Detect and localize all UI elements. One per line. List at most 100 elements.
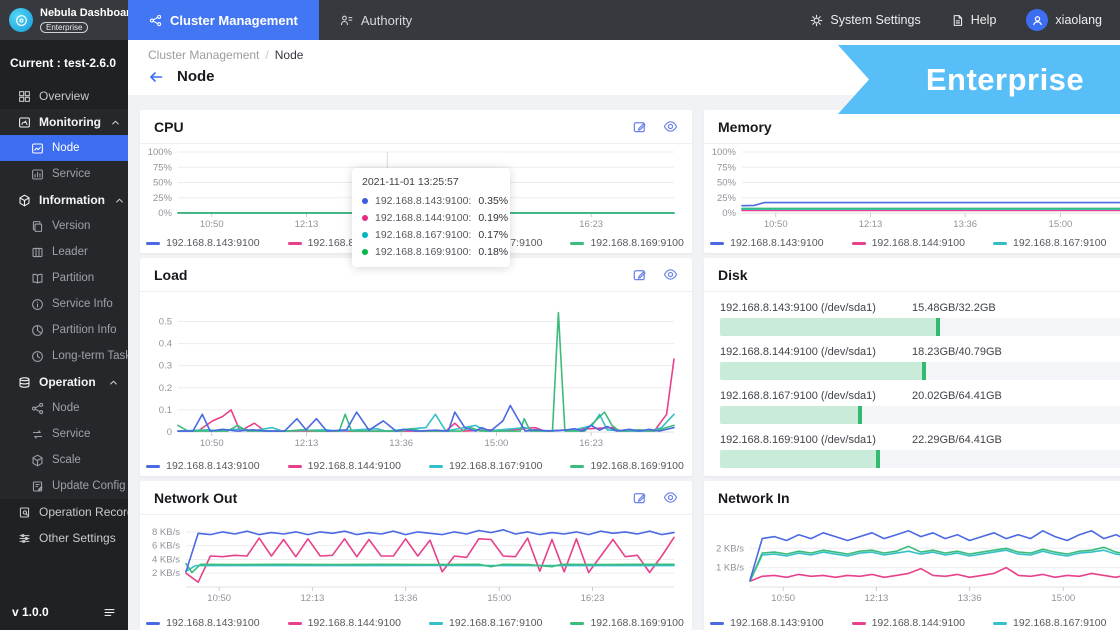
legend-dash-icon: [287, 621, 302, 625]
disk-row: 192.168.8.144:9100 (/dev/sda1) 18.23GB/40…: [720, 346, 1120, 380]
legend-dash-icon: [429, 621, 443, 625]
load-chart[interactable]: 0 0.1 0.2 0.3 0.4 0.5 10:50 12:13 13:36 15:00 16:2…: [146, 292, 684, 456]
legend-item[interactable]: 192.168.8.167:9100: [429, 460, 542, 472]
legend-item[interactable]: 192.168.8.143:9100: [146, 617, 260, 629]
legend-item[interactable]: 192.168.8.143:9100: [146, 237, 260, 249]
breadcrumb: Cluster Management / Node: [148, 48, 304, 62]
gear-icon: [811, 14, 823, 26]
user-menu[interactable]: xiaolang: [1026, 9, 1102, 31]
disk-row: 192.168.8.169:9100 (/dev/sda1) 22.29GB/64…: [720, 434, 1120, 468]
main-content: Enterprise Cluster Management / Node Node …: [128, 40, 1120, 630]
sidebar-item-other-settings[interactable]: Other Settings: [0, 525, 128, 551]
tooltip-row: 192.168.8.167:9100: 0.17%: [362, 226, 508, 243]
disk-host: 192.168.8.167:9100 (/dev/sda1): [720, 390, 876, 402]
memory-card-title: Memory: [718, 118, 772, 135]
network-out-card-actions: [632, 490, 678, 505]
sidebar-item-monitoring[interactable]: Monitoring: [0, 109, 128, 135]
disk-host: 192.168.8.144:9100 (/dev/sda1): [720, 346, 876, 358]
legend-dash-icon: [146, 621, 161, 625]
load-card-title: Load: [154, 266, 188, 283]
svg-text:0.4: 0.4: [159, 339, 172, 350]
brand-title: Nebula Dashboard: [40, 6, 138, 19]
sidebar-item-leader[interactable]: Leader: [0, 239, 128, 265]
sidebar-item-operation-record[interactable]: Operation Record: [0, 499, 128, 525]
svg-text:16:23: 16:23: [579, 219, 603, 230]
legend-dash-icon: [570, 241, 585, 245]
node-monitor-icon: [32, 143, 43, 153]
back-arrow-icon[interactable]: [148, 69, 164, 85]
sidebar-item-partition-info[interactable]: Partition Info: [0, 317, 128, 343]
legend-dash-icon: [146, 241, 161, 245]
svg-text:0.2: 0.2: [159, 383, 172, 394]
legend-item[interactable]: 192.168.8.169:9100: [570, 237, 684, 249]
sidebar-item-information[interactable]: Information: [0, 187, 128, 213]
sidebar-item-service[interactable]: Service: [0, 421, 128, 447]
legend-item[interactable]: 192.168.8.143:9100: [710, 237, 824, 249]
legend-dash-icon: [287, 241, 302, 245]
disk-host: 192.168.8.169:9100 (/dev/sda1): [720, 434, 876, 446]
disk-usage: 20.02GB/64.41GB: [911, 390, 1002, 402]
edit-chart-button[interactable]: [632, 267, 647, 282]
partition-icon: [32, 273, 43, 283]
sidebar-item-version[interactable]: Version: [0, 213, 128, 239]
view-chart-button[interactable]: [663, 267, 678, 282]
legend-item[interactable]: 192.168.8.167:9100: [993, 617, 1106, 629]
legend-item[interactable]: 192.168.8.167:9100: [429, 617, 542, 629]
eye-icon: [663, 121, 678, 132]
view-chart-button[interactable]: [663, 490, 678, 505]
svg-text:15:00: 15:00: [1049, 219, 1073, 230]
legend-dash-icon: [710, 241, 725, 245]
sidebar-menu: Overview Monitoring Node Service Information…: [0, 83, 128, 551]
disk-row: 192.168.8.167:9100 (/dev/sda1) 20.02GB/64…: [720, 390, 1120, 424]
edit-chart-button[interactable]: [632, 119, 647, 134]
sidebar-item-update-config[interactable]: Update Config: [0, 473, 128, 499]
legend-item[interactable]: 192.168.8.144:9100: [851, 617, 965, 629]
tab-cluster-management[interactable]: Cluster Management: [128, 0, 319, 40]
legend-dash-icon: [851, 621, 866, 625]
tab-authority[interactable]: Authority: [319, 0, 433, 40]
avatar: [1026, 9, 1049, 31]
legend-item[interactable]: 192.168.8.144:9100: [287, 617, 401, 629]
svg-text:10:50: 10:50: [207, 593, 231, 604]
legend-item[interactable]: 192.168.8.167:9100: [993, 237, 1106, 249]
chart-tooltip: 2021-11-01 13:25:57 192.168.8.143:9100: 0…: [352, 168, 510, 267]
help-label: Help: [970, 13, 997, 27]
svg-text:10:50: 10:50: [200, 438, 224, 449]
sidebar: Current : test-2.6.0 Overview Monitoring N…: [0, 40, 128, 630]
sidebar-item-node[interactable]: Node: [0, 395, 128, 421]
sidebar-item-overview[interactable]: Overview: [0, 83, 128, 109]
sidebar-item-long-term-task[interactable]: Long-term Task: [0, 343, 128, 369]
breadcrumb-cluster-management[interactable]: Cluster Management: [148, 48, 260, 62]
sidebar-item-partition[interactable]: Partition: [0, 265, 128, 291]
svg-text:4 KB/s: 4 KB/s: [152, 554, 180, 565]
network-out-chart[interactable]: 2 KB/s 4 KB/s 6 KB/s 8 KB/s 10:50 12:13 13:36 1…: [146, 515, 684, 613]
sidebar-item-service-info[interactable]: Service Info: [0, 291, 128, 317]
sidebar-item-node[interactable]: Node: [0, 135, 128, 161]
sidebar-item-service[interactable]: Service: [0, 161, 128, 187]
legend-item[interactable]: 192.168.8.144:9100: [287, 460, 401, 472]
collapse-menu-icon[interactable]: [103, 606, 116, 619]
svg-text:13:36: 13:36: [958, 593, 982, 604]
legend-item[interactable]: 192.168.8.144:9100: [851, 237, 965, 249]
disk-card: Disk 192.168.8.143:9100 (/dev/sda1) 15.48…: [704, 258, 1120, 476]
legend-item[interactable]: 192.168.8.169:9100: [570, 460, 684, 472]
system-settings-button[interactable]: System Settings: [810, 13, 921, 27]
system-settings-label: System Settings: [830, 13, 921, 27]
legend-item[interactable]: 192.168.8.143:9100: [146, 460, 260, 472]
sidebar-footer: v 1.0.0: [0, 594, 128, 630]
sidebar-item-scale[interactable]: Scale: [0, 447, 128, 473]
caret-up-icon: [112, 120, 119, 124]
svg-text:25%: 25%: [717, 193, 737, 204]
legend-item[interactable]: 192.168.8.169:9100: [570, 617, 684, 629]
sidebar-item-operation[interactable]: Operation: [0, 369, 128, 395]
edit-chart-button[interactable]: [632, 490, 647, 505]
view-chart-button[interactable]: [663, 119, 678, 134]
disk-row: 192.168.8.143:9100 (/dev/sda1) 15.48GB/32…: [720, 302, 1120, 336]
legend-item[interactable]: 192.168.8.143:9100: [710, 617, 824, 629]
legend-dash-icon: [570, 621, 585, 625]
help-button[interactable]: Help: [951, 13, 997, 27]
svg-text:0.3: 0.3: [159, 361, 172, 372]
svg-text:12:13: 12:13: [865, 593, 889, 604]
